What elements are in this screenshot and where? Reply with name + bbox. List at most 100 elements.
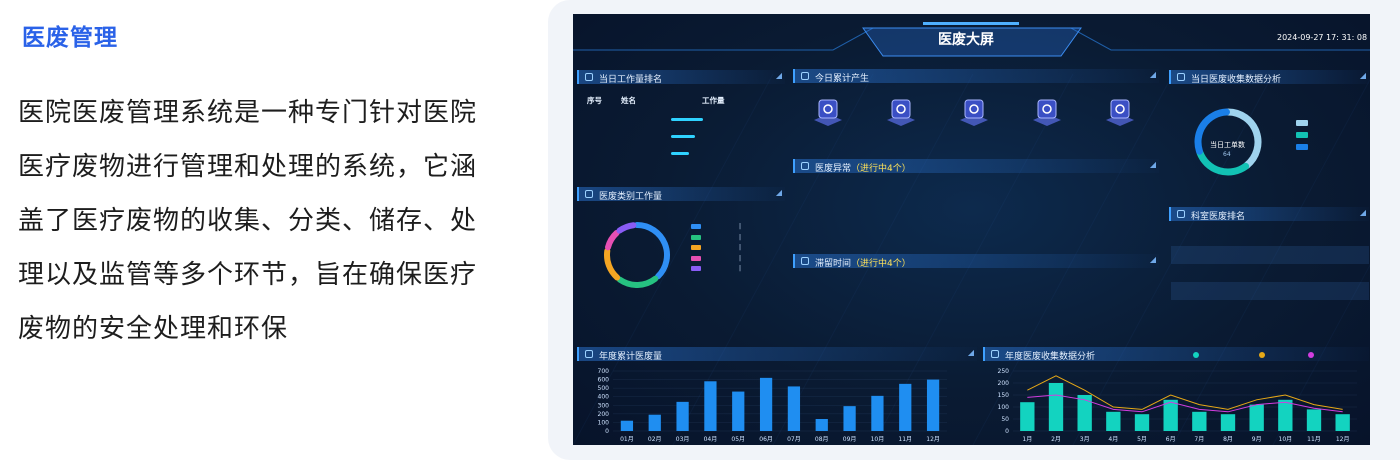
bar bbox=[1192, 411, 1207, 431]
bar bbox=[620, 420, 634, 431]
legend-swatch bbox=[1296, 120, 1308, 126]
x-tick-label: 01月 bbox=[620, 436, 634, 443]
col-header: 姓名 bbox=[621, 96, 636, 105]
bar bbox=[1106, 411, 1121, 431]
y-tick-label: 100 bbox=[998, 404, 1010, 411]
header-title-plate bbox=[862, 27, 1082, 57]
waste-bin-icon bbox=[1102, 96, 1138, 130]
panel-header-category-work: 医废类别工作量 ◢ bbox=[577, 187, 785, 202]
bar bbox=[899, 383, 912, 431]
legend-divider: | bbox=[739, 223, 742, 230]
panel-title: 滞留时间 bbox=[815, 259, 852, 269]
bin-body bbox=[1037, 99, 1057, 119]
legend-swatch bbox=[691, 224, 701, 229]
x-tick-label: 10月 bbox=[1279, 436, 1293, 443]
bar bbox=[1335, 414, 1350, 431]
waste-bin-icon bbox=[883, 96, 919, 130]
panel-header-workload-rank: 当日工作量排名 ◢ bbox=[577, 70, 785, 85]
legend-swatch bbox=[691, 245, 701, 250]
x-tick-label: 3月 bbox=[1080, 436, 1090, 443]
donut-slice bbox=[1224, 108, 1262, 169]
bin-body bbox=[964, 99, 984, 119]
bin-icon bbox=[814, 99, 842, 126]
donut-slice bbox=[1196, 149, 1250, 176]
corner-icon: ◢ bbox=[1149, 255, 1156, 264]
y-tick-label: 250 bbox=[998, 368, 1010, 375]
x-tick-label: 11月 bbox=[1307, 436, 1321, 443]
legend-dot bbox=[1259, 352, 1265, 358]
y-tick-label: 200 bbox=[598, 411, 610, 418]
x-tick-label: 6月 bbox=[1166, 436, 1176, 443]
header-glow bbox=[923, 22, 1019, 25]
bin-icon bbox=[887, 99, 915, 126]
x-tick-label: 7月 bbox=[1194, 436, 1204, 443]
list-icon bbox=[1177, 210, 1185, 218]
panel-header-annual-total: 年度累计医废量 ◢ bbox=[577, 347, 977, 362]
annual-analysis-combo-chart: 250 200 150 100 50 0 1月 2月 3月 4月 5月 6月 7月 8月 9月 10月 11月 1… bbox=[998, 368, 1357, 443]
y-tick-label: 0 bbox=[605, 428, 609, 435]
waste-bin-icon bbox=[956, 96, 992, 130]
intro-section: 医废管理 医院医废管理系统是一种专门针对医院医疗废物进行管理和处理的系统，它涵盖… bbox=[0, 0, 548, 460]
bin-icon bbox=[1106, 99, 1134, 126]
bar bbox=[704, 381, 717, 431]
bg-grid-line bbox=[1172, 78, 1370, 445]
legend-divider: | bbox=[739, 233, 742, 241]
bar bbox=[759, 377, 773, 431]
panel-header-annual-analysis: 年度医废收集数据分析 bbox=[983, 347, 1369, 362]
x-tick-label: 12月 bbox=[926, 436, 940, 443]
bg-grid-line bbox=[573, 73, 774, 445]
panel-status: （进行中4个） bbox=[851, 259, 911, 269]
donut-slice bbox=[1194, 108, 1231, 155]
legend-swatch bbox=[691, 266, 701, 271]
rank-bar bbox=[671, 118, 703, 121]
bar-chart-icon bbox=[585, 350, 593, 358]
x-tick-label: 5月 bbox=[1137, 436, 1147, 443]
screen-decoration bbox=[573, 22, 1370, 445]
chart-icon bbox=[585, 190, 593, 198]
bar-chart-icon bbox=[1177, 73, 1185, 81]
x-tick-label: 2月 bbox=[1051, 436, 1061, 443]
legend-swatch bbox=[1296, 132, 1308, 138]
panel-header-stay-time: 滞留时间（进行中4个） ◢ bbox=[793, 254, 1159, 269]
dashboard-screen: 医废大屏 2024-09-27 17: 31: 08 当日工作量排名 ◢ 序号 姓… bbox=[573, 14, 1370, 445]
screen-title: 医废大屏 bbox=[938, 32, 994, 48]
legend-dot bbox=[1193, 352, 1199, 358]
panel-header-dept-rank: 科室医废排名 ◢ bbox=[1169, 207, 1369, 222]
bar bbox=[676, 401, 689, 431]
x-tick-label: 12月 bbox=[1336, 436, 1350, 443]
panel-header-collection-analysis: 当日医废收集数据分析 ◢ bbox=[1169, 70, 1369, 85]
corner-icon: ◢ bbox=[775, 188, 782, 197]
legend-divider: | bbox=[739, 244, 742, 251]
x-tick-label: 06月 bbox=[759, 436, 773, 443]
bar bbox=[926, 379, 940, 431]
panel-header-abnormal: 医废异常（进行中4个） ◢ bbox=[793, 159, 1159, 174]
bin-body bbox=[891, 99, 911, 119]
bin-symbol bbox=[896, 104, 906, 114]
bar bbox=[732, 391, 745, 431]
y-tick-label: 300 bbox=[598, 402, 610, 409]
bin-body bbox=[818, 99, 838, 119]
x-tick-label: 08月 bbox=[815, 436, 829, 443]
legend-divider: | bbox=[739, 265, 742, 272]
bar bbox=[871, 395, 884, 431]
donut-center-value: 64 bbox=[1223, 151, 1231, 158]
bar bbox=[1048, 383, 1064, 431]
y-tick-label: 50 bbox=[1001, 416, 1009, 423]
bar bbox=[1163, 399, 1178, 431]
panel-title: 医废异常 bbox=[815, 164, 852, 174]
cube-icon bbox=[801, 72, 809, 80]
legend-dot bbox=[1308, 352, 1314, 358]
donut-slice bbox=[634, 222, 670, 280]
intro-heading: 医废管理 bbox=[22, 25, 118, 51]
series-line bbox=[1027, 394, 1343, 413]
panel-title: 年度累计医废量 bbox=[599, 352, 663, 362]
x-tick-label: 07月 bbox=[787, 436, 801, 443]
y-tick-label: 700 bbox=[598, 368, 610, 375]
corner-icon: ◢ bbox=[1359, 208, 1366, 217]
x-tick-label: 11月 bbox=[898, 436, 912, 443]
bar bbox=[1278, 399, 1293, 431]
panel-title: 当日工作量排名 bbox=[599, 75, 663, 85]
alert-icon bbox=[801, 162, 809, 170]
donut-slice bbox=[605, 229, 620, 251]
bar bbox=[815, 419, 828, 431]
